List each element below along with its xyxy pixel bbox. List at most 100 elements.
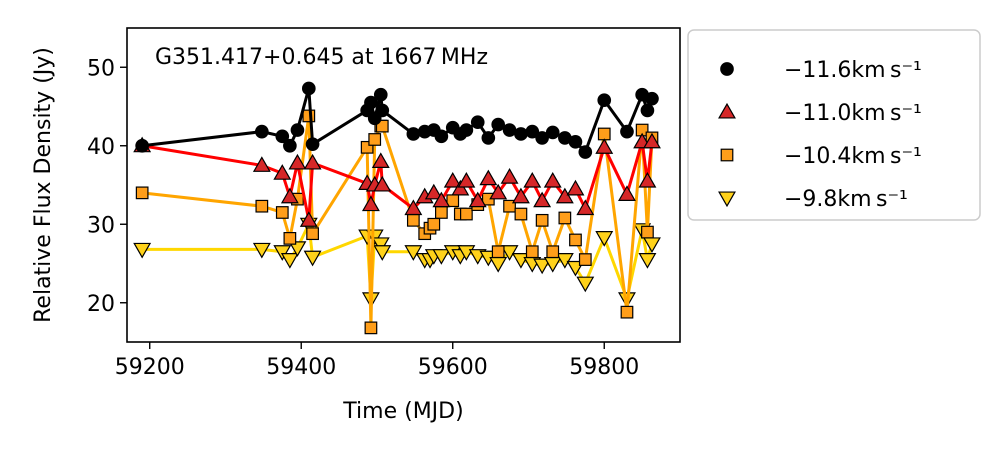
data-point: [434, 129, 449, 144]
data-point: [491, 117, 506, 132]
data-point: [468, 191, 487, 208]
data-point: [500, 245, 519, 261]
data-point: [555, 253, 574, 269]
data-point: [365, 229, 384, 246]
data-point: [718, 102, 736, 119]
legend-frame: [687, 29, 981, 221]
data-point: [373, 87, 388, 102]
data-point: [620, 124, 634, 139]
data-point: [638, 171, 657, 188]
data-point: [533, 258, 552, 275]
data-point: [720, 62, 734, 76]
data-point: [283, 138, 297, 153]
plot-frame: [126, 27, 681, 343]
data-point: [373, 175, 392, 192]
data-point: [500, 168, 519, 184]
data-point: [443, 171, 462, 188]
data-point: [275, 206, 289, 219]
data-point: [597, 93, 612, 108]
data-point: [451, 179, 470, 196]
data-point: [280, 187, 299, 204]
data-point: [404, 199, 423, 216]
data-point: [491, 245, 505, 259]
data-point: [620, 305, 634, 319]
data-point: [371, 152, 390, 168]
data-point: [479, 169, 498, 186]
data-point: [283, 232, 297, 245]
data-point: [566, 179, 585, 196]
legend-entry-label: −11.6km s⁻¹: [784, 58, 922, 83]
data-point: [406, 127, 421, 141]
x-axis: 59200 59400 59600 59800: [115, 342, 639, 380]
data-point: [302, 109, 316, 123]
data-point: [371, 237, 390, 254]
data-point: [569, 233, 582, 247]
data-point: [306, 227, 319, 241]
data-point: [303, 153, 322, 170]
data-point: [275, 129, 290, 144]
data-point: [375, 119, 389, 133]
data-point: [597, 127, 611, 141]
x-tick-label: 59200: [115, 355, 185, 380]
data-point: [503, 199, 516, 213]
data-point: [618, 185, 636, 201]
y-axis-label: Relative Flux Density (Jy): [31, 47, 56, 323]
data-point: [373, 245, 392, 261]
data-point: [555, 187, 574, 204]
data-point: [578, 253, 592, 266]
data-point: [360, 140, 374, 154]
data-point: [252, 242, 271, 259]
data-point: [255, 124, 269, 139]
data-point: [470, 115, 485, 130]
data-point: [523, 171, 542, 188]
data-point: [301, 81, 316, 96]
x-tick-label: 59600: [418, 355, 488, 380]
data-point: [546, 245, 560, 259]
data-point: [255, 199, 269, 213]
data-point: [303, 250, 322, 267]
x-tick-label: 59800: [569, 355, 639, 380]
data-point: [273, 245, 292, 261]
data-point: [595, 138, 614, 154]
x-tick-label: 59400: [266, 355, 336, 380]
data-point: [460, 207, 473, 221]
data-point: [368, 133, 382, 146]
data-point: [640, 103, 655, 118]
data-point: [525, 124, 540, 139]
data-point: [135, 138, 149, 153]
data-point: [375, 103, 390, 118]
data-point: [576, 276, 595, 293]
legend-entry-label: −11.0km s⁻¹: [784, 101, 922, 126]
data-point: [511, 187, 530, 204]
data-point: [595, 231, 614, 247]
data-point: [432, 249, 451, 265]
legend: −11.6km s⁻¹ −11.0km s⁻¹ −10.4km s⁻¹ −9.8km …: [687, 29, 981, 221]
data-point: [364, 95, 378, 110]
y-tick-label: 50: [87, 56, 115, 81]
data-point: [404, 245, 423, 261]
data-point: [305, 137, 320, 151]
data-point: [290, 123, 305, 137]
data-point: [273, 164, 292, 180]
data-point: [489, 183, 508, 200]
data-point: [543, 171, 562, 188]
data-point: [525, 245, 539, 259]
data-point: [252, 156, 271, 172]
data-point: [545, 125, 560, 140]
data-point: [406, 213, 420, 227]
data-point: [514, 207, 528, 221]
data-point: [424, 183, 443, 200]
plot-area: [133, 81, 661, 335]
series-group: [133, 132, 661, 227]
data-point: [133, 242, 152, 259]
data-point: [435, 206, 448, 219]
data-point: [535, 213, 549, 227]
data-point: [489, 256, 508, 273]
data-point: [280, 253, 299, 269]
data-point: [718, 191, 736, 208]
legend-entry-label: −9.8km s⁻¹: [784, 187, 908, 212]
data-point: [643, 132, 661, 149]
data-point: [645, 91, 659, 106]
data-point: [558, 131, 572, 145]
